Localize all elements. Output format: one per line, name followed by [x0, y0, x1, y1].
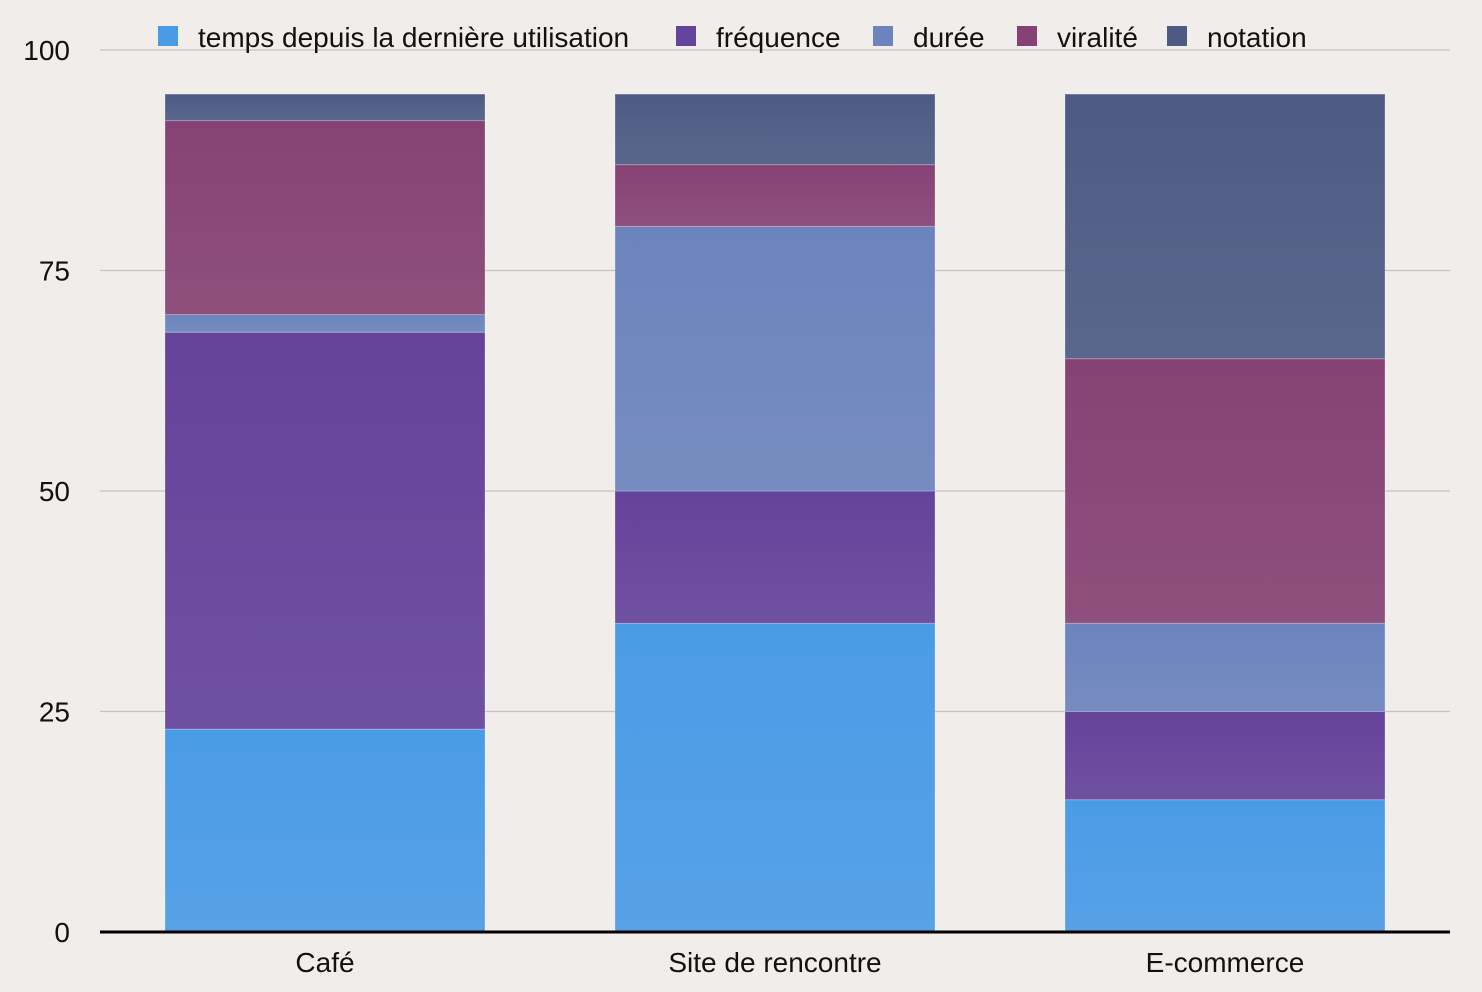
bar-segment-4-2 — [1064, 93, 1386, 360]
x-category-label: E-commerce — [1146, 947, 1305, 978]
legend-label: viralité — [1057, 22, 1138, 53]
bar-segment-3-0 — [164, 120, 486, 316]
bar-segment-2-1 — [614, 225, 936, 492]
bar-segment-4-1 — [614, 93, 936, 166]
bar-segment-0-0 — [164, 728, 486, 933]
legend-label: durée — [913, 22, 985, 53]
legend-label: notation — [1207, 22, 1307, 53]
bar-segment-0-1 — [614, 622, 936, 933]
bar-segment-3-2 — [1064, 358, 1386, 624]
legend-swatch — [676, 26, 696, 46]
y-tick-label: 0 — [54, 917, 70, 948]
legend-swatch — [873, 26, 893, 46]
y-tick-label: 50 — [39, 476, 70, 507]
legend-label: fréquence — [716, 22, 841, 53]
bar-segment-2-0 — [164, 314, 486, 333]
bar-segment-1-1 — [614, 490, 936, 624]
bar-segment-1-2 — [1064, 711, 1386, 801]
legend-label: temps depuis la dernière utilisation — [198, 22, 629, 53]
x-category-label: Café — [295, 947, 354, 978]
bar-segment-2-2 — [1064, 622, 1386, 712]
legend-swatch — [1017, 26, 1037, 46]
axes: 0 25 50 75 100 Café Site de rencontre E-commerc… — [23, 35, 1450, 978]
x-category-label: Site de rencontre — [668, 947, 881, 978]
y-tick-label: 75 — [39, 256, 70, 287]
legend-swatch — [1167, 26, 1187, 46]
bar-segment-3-1 — [614, 164, 936, 227]
bar-segment-4-0 — [164, 93, 486, 122]
y-tick-label: 25 — [39, 697, 70, 728]
legend: temps depuis la dernière utilisation fréq… — [158, 22, 1307, 53]
bar-segment-0-2 — [1064, 799, 1386, 933]
y-tick-label: 100 — [23, 35, 70, 66]
bar-segment-1-0 — [164, 331, 486, 730]
bars — [164, 93, 1386, 933]
legend-swatch — [158, 26, 178, 46]
